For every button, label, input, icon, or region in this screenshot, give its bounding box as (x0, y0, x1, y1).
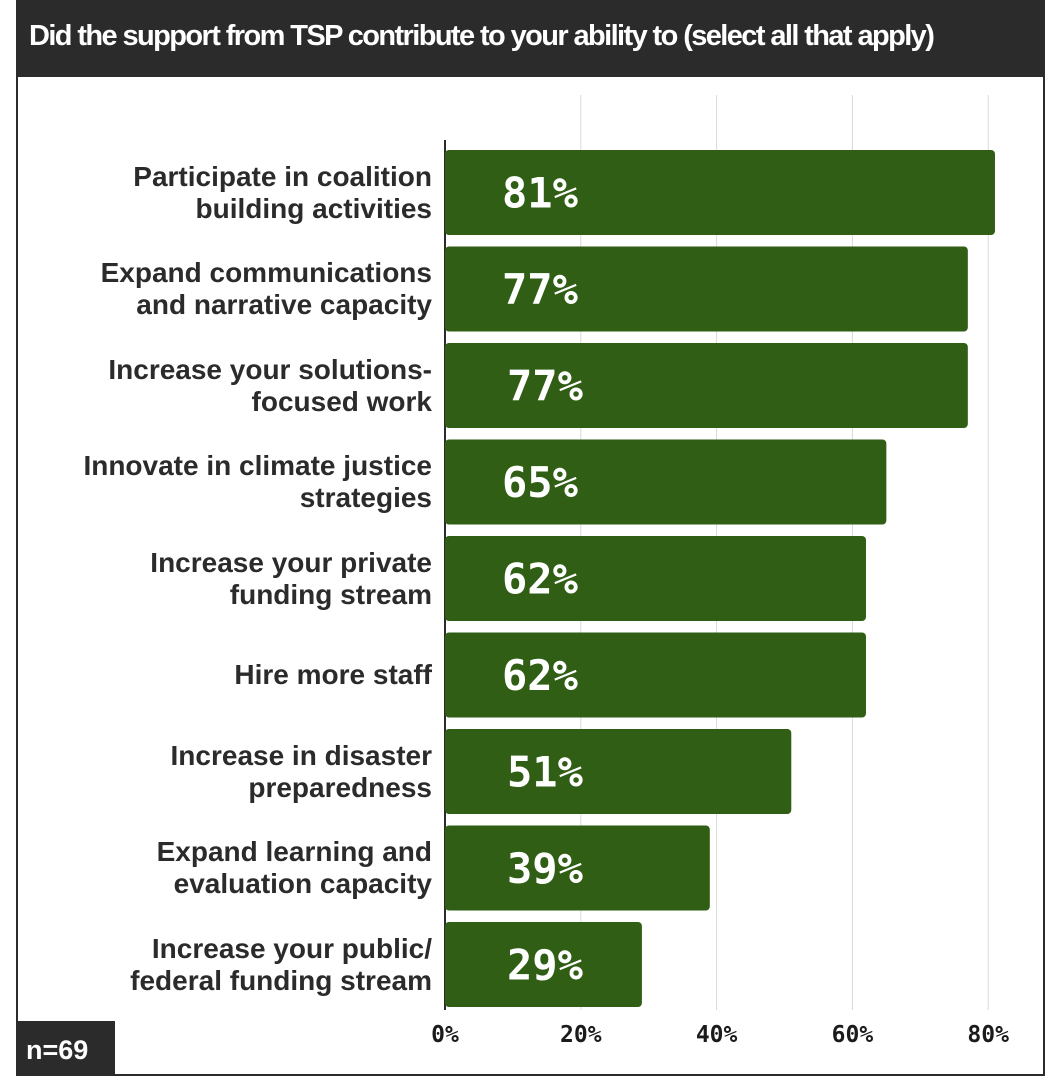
bar-value-label-0: 81% (502, 169, 578, 218)
bar-5 (445, 632, 866, 718)
category-label-line: Participate in coalition (133, 160, 432, 192)
bar-7 (445, 825, 710, 911)
bar-0 (445, 150, 995, 235)
category-label-line: funding stream (229, 578, 432, 610)
bar-value-label-3: 65% (502, 458, 578, 507)
category-label-line: Increase your solutions- (108, 353, 432, 385)
bar-8 (445, 922, 642, 1007)
bar-3 (445, 439, 887, 525)
category-label-8: Increase your public/federal funding str… (22, 933, 432, 997)
x-tick-label-20: 20% (560, 1022, 602, 1048)
bar-value-label-8: 29% (507, 941, 583, 990)
category-label-3: Innovate in climate justice strategies (22, 450, 432, 514)
bar-2 (445, 343, 968, 428)
category-label-2: Increase your solutions-focused work (22, 354, 432, 418)
bar-value-label-5: 62% (502, 651, 578, 700)
category-label-line: Increase your public/ (151, 932, 432, 964)
category-label-line: Increase your private (150, 546, 432, 578)
category-label-line: Expand communications (100, 257, 432, 288)
bar-value-label-2: 77% (507, 362, 583, 411)
x-tick-label-60: 60% (832, 1022, 874, 1048)
bar-value-label-4: 62% (502, 555, 578, 604)
bar-6 (445, 729, 792, 814)
bar-1 (445, 246, 968, 332)
x-tick-label-0: 0% (431, 1022, 459, 1048)
category-label-line: and narrative capacity (136, 289, 432, 320)
category-label-line: focused work (251, 385, 432, 417)
category-label-6: Increase in disaster preparedness (22, 740, 432, 804)
bar-value-label-1: 77% (502, 265, 578, 314)
x-tick-label-80: 80% (967, 1022, 1009, 1048)
bar-4 (445, 536, 866, 621)
category-label-line: Increase in disaster (170, 739, 432, 771)
chart-header: Did the support from TSP contribute to y… (16, 0, 1045, 77)
category-label-line: federal funding stream (130, 964, 432, 996)
bar-value-label-7: 39% (507, 844, 583, 893)
bar-value-label-6: 51% (507, 748, 583, 797)
chart-title: Did the support from TSP contribute to y… (29, 20, 935, 52)
category-label-line: building activities (195, 192, 432, 224)
category-label-1: Expand communications and narrative capac… (22, 257, 432, 321)
category-label-5: Hire more staff (22, 659, 432, 691)
category-label-line: strategies (299, 482, 432, 513)
category-label-line: Hire more staff (234, 659, 432, 690)
x-tick-label-40: 40% (696, 1022, 738, 1048)
sample-size-badge: n=69 (16, 1021, 115, 1076)
category-label-7: Expand learning and evaluation capacity (22, 836, 432, 900)
category-label-line: evaluation capacity (173, 868, 432, 899)
category-label-0: Participate in coalition building activit… (22, 161, 432, 225)
category-label-line: Innovate in climate justice (83, 450, 432, 481)
category-label-4: Increase your private funding stream (22, 547, 432, 611)
category-label-line: preparedness (248, 771, 432, 803)
category-label-line: Expand learning and (156, 836, 432, 867)
